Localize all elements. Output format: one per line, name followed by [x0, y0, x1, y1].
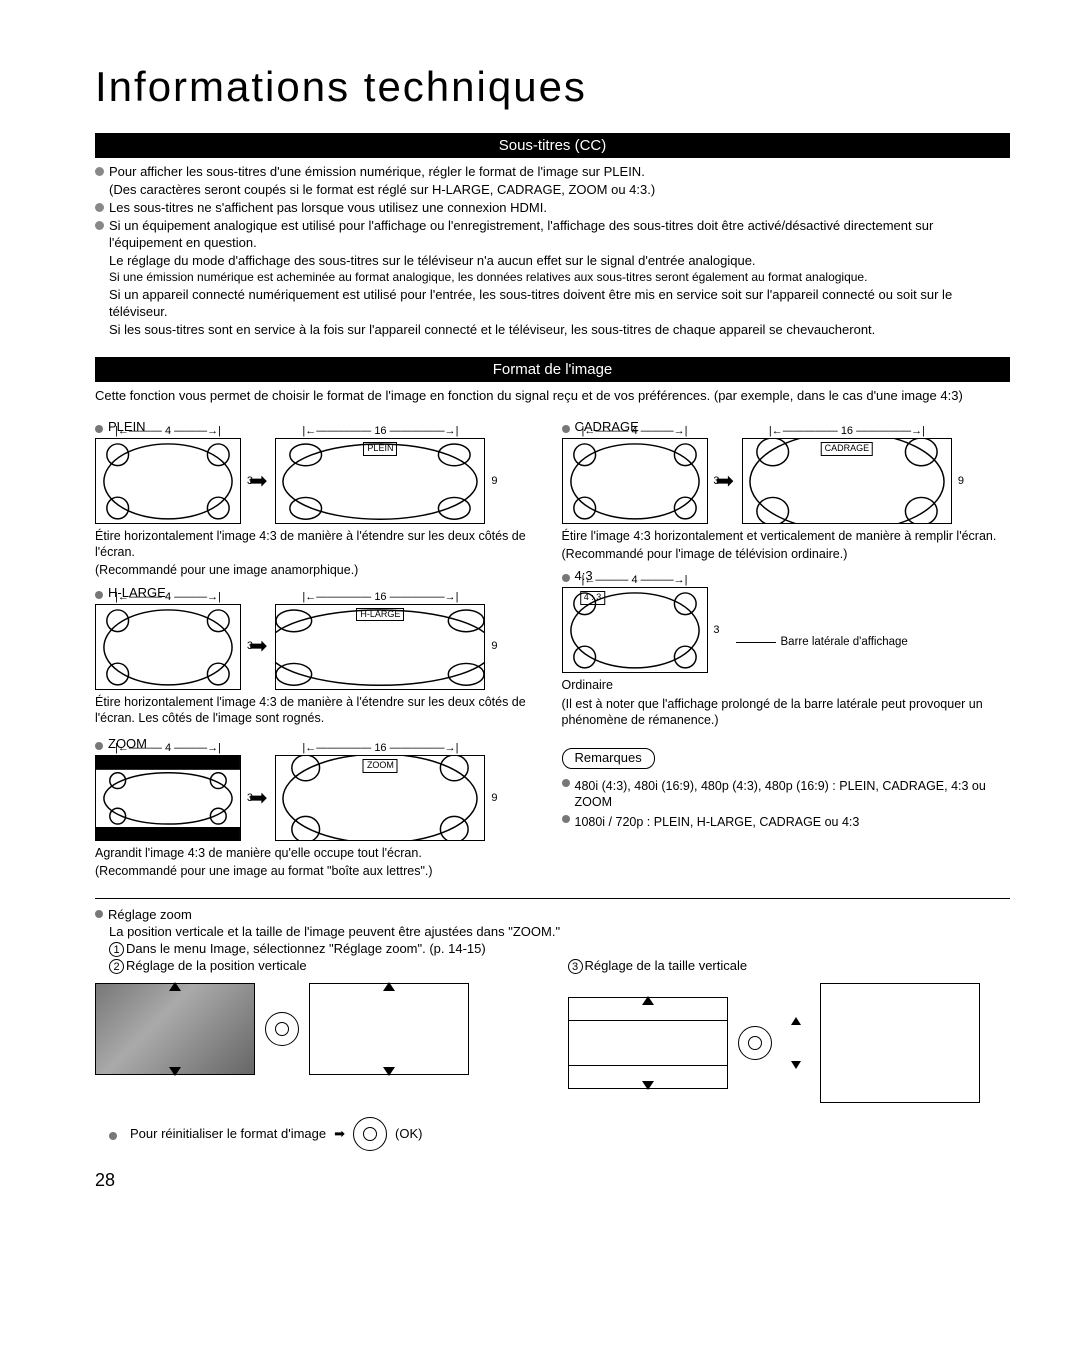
bullet-icon	[95, 221, 104, 230]
bullet-icon	[95, 910, 103, 918]
format-intro: Cette fonction vous permet de choisir le…	[95, 388, 1010, 405]
hlarge-desc: Étire horizontalement l'image 4:3 de man…	[95, 694, 544, 727]
remarque-1: 480i (4:3), 480i (16:9), 480p (4:3), 480…	[575, 778, 1011, 811]
divider	[95, 898, 1010, 899]
cadrage-desc2: (Recommandé pour l'image de télévision o…	[562, 546, 1011, 562]
zoom-size-result	[820, 983, 980, 1103]
sidebar-label: Barre latérale d'affichage	[781, 635, 908, 650]
bullet-icon	[95, 167, 104, 176]
cc-text: Si un appareil connecté numériquement es…	[109, 287, 1010, 321]
fig-plein-src: |←——— 4 ———→| 3	[95, 438, 241, 524]
plein-desc2: (Recommandé pour une image anamorphique.…	[95, 562, 544, 578]
dim-w: 16	[374, 742, 386, 754]
dim-w: 16	[374, 591, 386, 603]
fig-hlarge-dst: |←————— 16 —————→| 9 H-LARGE	[275, 604, 485, 690]
cc-bullets: Pour afficher les sous-titres d'une émis…	[95, 164, 1010, 339]
reglage-l3: Réglage de la position verticale	[126, 958, 307, 973]
reglage-zoom-label: Réglage zoom	[108, 907, 192, 924]
fig-plein-dst: |←————— 16 —————→| 9 PLEIN	[275, 438, 485, 524]
cc-text: Les sous-titres ne s'affichent pas lorsq…	[109, 200, 1010, 217]
dim-w: 16	[841, 425, 853, 437]
plein-desc: Étire horizontalement l'image 4:3 de man…	[95, 528, 544, 561]
remarques-badge: Remarques	[562, 748, 655, 769]
fig-zoom-src: |←——— 4 ———→| 3	[95, 755, 241, 841]
zoom-pos-img	[95, 983, 255, 1075]
43-desc: Ordinaire	[562, 677, 1011, 693]
dim-h: 3	[247, 791, 253, 805]
bullet-icon	[109, 1132, 117, 1140]
cc-text: Si un équipement analogique est utilisé …	[109, 218, 1010, 252]
step-1-icon: 1	[109, 942, 124, 957]
fig-cadrage-dst: |←————— 16 —————→| 9 CADRAGE	[742, 438, 952, 524]
reglage-l4: Réglage de la taille verticale	[585, 958, 748, 973]
cc-text: Pour afficher les sous-titres d'une émis…	[109, 164, 1010, 181]
left-column: PLEIN |←——— 4 ———→| 3 ➡ |←————— 16 —————…	[95, 413, 544, 879]
fig-43: |←——— 4 ———→| 3 4 : 3	[562, 587, 708, 673]
remote-icon	[738, 1026, 772, 1060]
dim-h: 3	[247, 474, 253, 488]
cc-text: Si les sous-titres sont en service à la …	[109, 322, 1010, 339]
bullet-icon	[95, 203, 104, 212]
bullet-icon	[562, 779, 570, 787]
cc-text: Si une émission numérique est acheminée …	[109, 270, 1010, 286]
step-2-icon: 2	[109, 959, 124, 974]
zoom-desc2: (Recommandé pour une image au format "bo…	[95, 863, 544, 879]
reglage-l2: Dans le menu Image, sélectionnez "Réglag…	[126, 941, 486, 956]
bullet-icon	[562, 815, 570, 823]
resize-arrows-icon	[782, 1013, 810, 1073]
dim-h: 9	[491, 639, 497, 653]
fig-cadrage-src: |←——— 4 ———→| 3	[562, 438, 708, 524]
right-column: CADRAGE |←——— 4 ———→| 3 ➡ |←————— 16 ———…	[562, 413, 1011, 879]
cc-text: (Des caractères seront coupés si le form…	[109, 182, 1010, 199]
remarque-2: 1080i / 720p : PLEIN, H-LARGE, CADRAGE o…	[575, 814, 1011, 830]
dim-h: 9	[491, 474, 497, 488]
remote-icon	[265, 1012, 299, 1046]
step-3-icon: 3	[568, 959, 583, 974]
zoom-pos-result	[309, 983, 469, 1075]
arrow-icon: ➡	[334, 1126, 345, 1143]
remote-ok-icon	[353, 1117, 387, 1151]
zoom-desc: Agrandit l'image 4:3 de manière qu'elle …	[95, 845, 544, 861]
cc-text: Le réglage du mode d'affichage des sous-…	[109, 253, 1010, 270]
dim-h: 3	[713, 474, 719, 488]
reglage-l1: La position verticale et la taille de l'…	[109, 924, 1010, 941]
fig-zoom-dst: |←————— 16 —————→| 9 ZOOM	[275, 755, 485, 841]
dim-h: 3	[713, 623, 719, 637]
zoom-size-img	[568, 997, 728, 1089]
page-number: 28	[95, 1169, 1010, 1192]
dim-w: 16	[374, 425, 386, 437]
section-header-format: Format de l'image	[95, 357, 1010, 383]
section-header-cc: Sous-titres (CC)	[95, 133, 1010, 159]
reset-label: Pour réinitialiser le format d'image	[130, 1126, 326, 1143]
dim-h: 3	[247, 639, 253, 653]
dim-h: 9	[491, 791, 497, 805]
43-desc2: (Il est à noter que l'affichage prolongé…	[562, 696, 1011, 729]
fig-hlarge-src: |←——— 4 ———→| 3	[95, 604, 241, 690]
dim-h: 9	[958, 474, 964, 488]
cadrage-desc: Étire l'image 4:3 horizontalement et ver…	[562, 528, 1011, 544]
page-title: Informations techniques	[95, 60, 1010, 115]
ok-label: (OK)	[395, 1126, 422, 1143]
